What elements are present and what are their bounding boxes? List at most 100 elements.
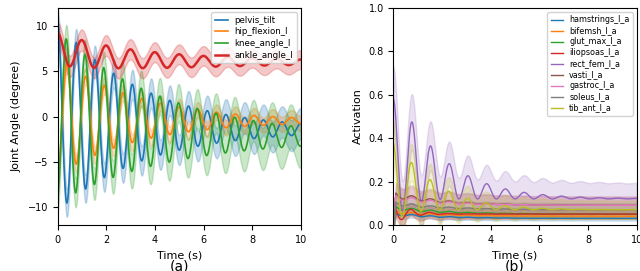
knee_angle_l	[248, 121, 256, 124]
gastroc_l_a	[584, 204, 591, 207]
hamstrings_l_a	[390, 223, 397, 227]
Line: tib_ant_l_a: tib_ant_l_a	[394, 143, 637, 217]
vasti_l_a	[415, 198, 422, 202]
glut_max_l_a	[584, 212, 591, 216]
Y-axis label: Joint Angle (degree): Joint Angle (degree)	[12, 61, 22, 172]
pelvis_tilt	[152, 128, 160, 131]
bifemsh_l_a	[497, 214, 505, 217]
soleus_l_a	[580, 208, 588, 211]
gastroc_l_a	[390, 223, 397, 227]
vasti_l_a	[557, 203, 564, 207]
soleus_l_a	[392, 201, 400, 204]
tib_ant_l_a	[580, 208, 588, 211]
Line: gastroc_l_a: gastroc_l_a	[394, 195, 637, 225]
pelvis_tilt	[79, 157, 86, 160]
iliopsoas_l_a	[397, 218, 405, 221]
soleus_l_a	[557, 208, 564, 211]
rect_fem_l_a	[584, 197, 591, 200]
Line: hip_flexion_l: hip_flexion_l	[58, 65, 301, 175]
glut_max_l_a	[415, 209, 422, 212]
hip_flexion_l	[161, 117, 169, 120]
Line: bifemsh_l_a: bifemsh_l_a	[394, 211, 637, 225]
tib_ant_l_a	[497, 206, 505, 209]
vasti_l_a	[488, 202, 496, 206]
pelvis_tilt	[221, 114, 228, 117]
rect_fem_l_a	[488, 191, 496, 195]
ankle_angle_l	[152, 51, 160, 54]
glut_max_l_a	[488, 212, 496, 215]
knee_angle_l	[244, 140, 252, 143]
hip_flexion_l	[221, 126, 228, 129]
rect_fem_l_a	[415, 184, 422, 187]
gastroc_l_a	[497, 203, 505, 206]
gastroc_l_a	[557, 204, 564, 207]
ankle_angle_l	[79, 39, 86, 42]
vasti_l_a	[390, 223, 397, 227]
iliopsoas_l_a	[580, 212, 588, 216]
iliopsoas_l_a	[497, 212, 505, 216]
bifemsh_l_a	[584, 215, 591, 218]
Legend: hamstrings_l_a, bifemsh_l_a, glut_max_l_a, iliopsoas_l_a, rect_fem_l_a, vasti_l_: hamstrings_l_a, bifemsh_l_a, glut_max_l_…	[547, 12, 633, 116]
pelvis_tilt	[161, 127, 169, 130]
gastroc_l_a	[633, 204, 640, 207]
X-axis label: Time (s): Time (s)	[157, 250, 202, 260]
hip_flexion_l	[248, 115, 256, 118]
ankle_angle_l	[297, 58, 305, 61]
vasti_l_a	[580, 204, 588, 207]
Legend: pelvis_tilt, hip_flexion_l, knee_angle_l, ankle_angle_l: pelvis_tilt, hip_flexion_l, knee_angle_l…	[211, 12, 297, 63]
hamstrings_l_a	[584, 217, 591, 220]
Line: vasti_l_a: vasti_l_a	[394, 193, 637, 225]
hamstrings_l_a	[580, 217, 588, 220]
Line: knee_angle_l: knee_angle_l	[58, 39, 301, 201]
pelvis_tilt	[297, 122, 305, 125]
soleus_l_a	[584, 208, 591, 211]
knee_angle_l	[221, 151, 228, 154]
Line: rect_fem_l_a: rect_fem_l_a	[394, 99, 637, 211]
soleus_l_a	[488, 207, 496, 211]
Line: pelvis_tilt: pelvis_tilt	[58, 22, 301, 203]
soleus_l_a	[415, 205, 422, 208]
rect_fem_l_a	[633, 197, 640, 200]
pelvis_tilt	[244, 121, 252, 124]
tib_ant_l_a	[398, 215, 406, 219]
soleus_l_a	[497, 207, 505, 211]
hamstrings_l_a	[392, 212, 400, 215]
rect_fem_l_a	[557, 195, 564, 198]
Text: (b): (b)	[505, 259, 525, 271]
knee_angle_l	[79, 72, 86, 75]
ankle_angle_l	[244, 59, 252, 62]
ankle_angle_l	[161, 65, 169, 68]
gastroc_l_a	[580, 204, 588, 207]
hip_flexion_l	[152, 116, 160, 119]
glut_max_l_a	[580, 212, 588, 215]
bifemsh_l_a	[557, 214, 564, 218]
soleus_l_a	[633, 208, 640, 211]
iliopsoas_l_a	[390, 202, 397, 205]
iliopsoas_l_a	[633, 212, 640, 216]
bifemsh_l_a	[633, 215, 640, 218]
glut_max_l_a	[633, 212, 640, 216]
rect_fem_l_a	[497, 192, 505, 195]
iliopsoas_l_a	[557, 212, 564, 216]
X-axis label: Time (s): Time (s)	[493, 250, 538, 260]
hip_flexion_l	[79, 93, 86, 96]
tib_ant_l_a	[633, 208, 640, 211]
hamstrings_l_a	[497, 216, 505, 220]
knee_angle_l	[63, 37, 70, 41]
Text: (a): (a)	[170, 259, 189, 271]
Line: glut_max_l_a: glut_max_l_a	[394, 207, 637, 225]
tib_ant_l_a	[415, 203, 422, 206]
bifemsh_l_a	[390, 223, 397, 227]
Line: hamstrings_l_a: hamstrings_l_a	[394, 214, 637, 225]
rect_fem_l_a	[399, 209, 406, 213]
hamstrings_l_a	[633, 217, 640, 220]
tib_ant_l_a	[584, 208, 591, 211]
vasti_l_a	[633, 204, 640, 207]
glut_max_l_a	[557, 212, 564, 215]
hamstrings_l_a	[557, 217, 564, 220]
glut_max_l_a	[497, 212, 505, 215]
ankle_angle_l	[54, 31, 61, 34]
gastroc_l_a	[392, 194, 400, 197]
tib_ant_l_a	[390, 141, 397, 145]
knee_angle_l	[152, 117, 160, 120]
